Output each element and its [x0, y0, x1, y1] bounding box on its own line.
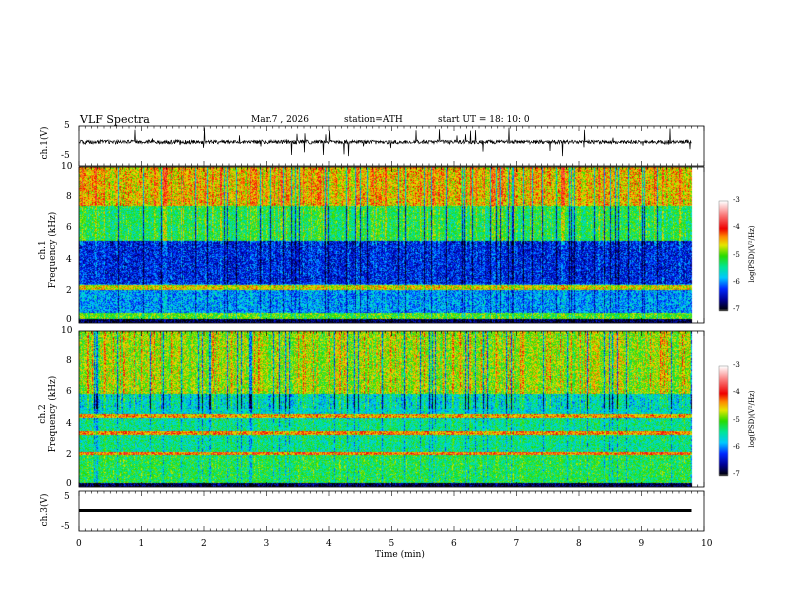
station-label: station=ATH: [344, 115, 403, 125]
x-tick-label: 9: [638, 539, 645, 549]
ch1-freq-ylabel: ch.1 Frequency (kHz): [38, 210, 58, 290]
freq-tick-label: 10: [61, 326, 73, 336]
ch2-label: ch.2: [38, 404, 48, 424]
x-tick-label: 0: [76, 539, 82, 549]
panel-frame: [78, 330, 705, 488]
freq-tick-label: 0: [66, 315, 72, 325]
x-tick-label: 7: [513, 539, 520, 549]
freq-label: Frequency (kHz): [48, 211, 58, 289]
colorbar-tick-label: -4: [733, 388, 740, 397]
ch3-ytick: -5: [61, 522, 70, 532]
colorbar-tick-label: -4: [733, 223, 740, 232]
freq-tick-label: 2: [66, 449, 72, 460]
ch1-ylabel: ch.1(V): [40, 126, 50, 160]
ch3-waveform-line: [79, 509, 692, 512]
freq-tick-label: 6: [66, 387, 72, 398]
colorbar-tick-label: -7: [733, 305, 740, 313]
colorbar-tick-label: -3: [733, 361, 740, 369]
colorbar1-label: log(PSD)(V²/Hz): [748, 225, 756, 283]
x-tick-label: 2: [201, 539, 207, 549]
colorbar2-label: log(PSD)(V²/Hz): [748, 390, 756, 448]
x-axis-label: Time (min): [375, 550, 425, 560]
ch2-freq-ylabel: ch.2 Frequency (kHz): [38, 374, 58, 454]
colorbar-tick-label: -6: [733, 277, 740, 286]
x-tick-label: 5: [388, 539, 395, 549]
ch1-ytick: -5: [61, 151, 70, 161]
ch1-waveform-line: [78, 127, 692, 157]
freq-tick-label: 10: [61, 162, 73, 172]
colorbar-frame: [718, 365, 729, 476]
start-time-label: start UT = 18: 10: 0: [438, 115, 530, 125]
ch3-ytick: 5: [64, 492, 70, 502]
ch3-ylabel: ch.3(V): [40, 493, 50, 527]
colorbar-tick-label: -7: [733, 470, 740, 478]
x-tick-label: 10: [701, 539, 713, 549]
freq-tick-label: 8: [66, 356, 72, 367]
x-tick-label: 6: [451, 539, 457, 549]
freq-tick-label: 8: [66, 192, 72, 203]
freq-tick-label: 6: [66, 223, 72, 234]
panel-frame: [78, 166, 705, 324]
x-tick-label: 8: [576, 539, 582, 549]
x-tick-label: 1: [138, 539, 145, 549]
x-tick-label: 4: [326, 539, 332, 549]
colorbar-tick-label: -5: [733, 415, 740, 424]
date-label: Mar.7 , 2026: [251, 115, 309, 125]
x-tick-label: 3: [263, 539, 270, 549]
ch1-label: ch.1: [38, 240, 48, 260]
freq-tick-label: 2: [66, 285, 72, 296]
freq-tick-label: 4: [66, 418, 72, 429]
colorbar-tick-label: -5: [733, 250, 740, 259]
figure-title: VLF Spectra: [80, 113, 150, 126]
panel-frame: [78, 125, 705, 167]
freq-tick-label: 0: [66, 479, 72, 489]
colorbar-frame: [718, 200, 729, 311]
freq-label: Frequency (kHz): [48, 375, 58, 453]
ch1-ytick: 5: [64, 121, 70, 131]
colorbar-tick-label: -6: [733, 442, 740, 451]
freq-tick-label: 4: [66, 254, 72, 265]
colorbar-tick-label: -3: [733, 196, 740, 204]
